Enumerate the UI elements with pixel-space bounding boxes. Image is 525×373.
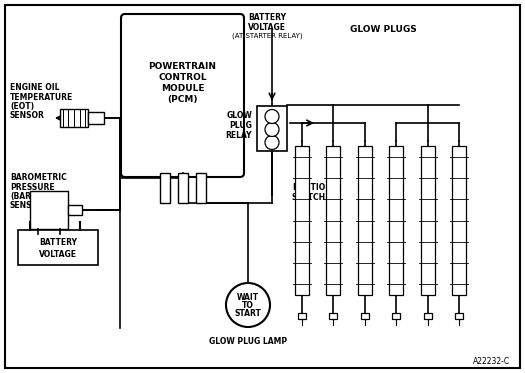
Circle shape <box>265 110 279 123</box>
Bar <box>392 313 401 319</box>
Text: START: START <box>235 310 261 319</box>
Text: TO: TO <box>242 301 254 310</box>
Circle shape <box>265 135 279 150</box>
Circle shape <box>265 122 279 137</box>
Bar <box>390 146 403 295</box>
Circle shape <box>226 283 270 327</box>
Bar <box>18 230 98 265</box>
Text: BATTERY: BATTERY <box>39 238 77 247</box>
FancyBboxPatch shape <box>121 14 244 177</box>
Bar <box>361 313 369 319</box>
Text: TEMPERATURE: TEMPERATURE <box>10 93 74 101</box>
Text: SENSOR: SENSOR <box>10 201 45 210</box>
Text: GLOW: GLOW <box>226 112 252 120</box>
Bar <box>358 146 372 295</box>
Text: SENSOR: SENSOR <box>10 110 45 119</box>
Text: (EOT): (EOT) <box>10 101 34 110</box>
Text: MODULE: MODULE <box>161 84 204 93</box>
Text: CONTROL: CONTROL <box>158 73 207 82</box>
Bar <box>68 205 82 215</box>
Bar <box>453 146 466 295</box>
Bar <box>327 146 340 295</box>
Text: VOLTAGE: VOLTAGE <box>39 250 77 259</box>
Text: WAIT: WAIT <box>237 294 259 303</box>
Text: PLUG: PLUG <box>229 122 252 131</box>
Bar <box>295 146 309 295</box>
Bar <box>30 191 68 229</box>
Text: BAROMETRIC: BAROMETRIC <box>10 173 67 182</box>
Text: GLOW PLUG LAMP: GLOW PLUG LAMP <box>209 337 287 346</box>
Text: (AT STARTER RELAY): (AT STARTER RELAY) <box>232 33 302 39</box>
Bar <box>257 106 287 150</box>
Bar <box>329 313 338 319</box>
Bar <box>160 173 170 203</box>
Text: A22232-C: A22232-C <box>473 357 510 366</box>
Bar <box>424 313 432 319</box>
Text: (BARO): (BARO) <box>10 191 41 201</box>
Text: VOLTAGE: VOLTAGE <box>248 22 286 31</box>
Text: SWITCH: SWITCH <box>292 192 326 201</box>
Bar <box>177 173 187 203</box>
Text: ENGINE OIL: ENGINE OIL <box>10 84 59 93</box>
Text: PRESSURE: PRESSURE <box>10 182 55 191</box>
Text: GLOW PLUGS: GLOW PLUGS <box>350 25 417 34</box>
Bar <box>60 109 88 127</box>
Bar <box>455 313 464 319</box>
Bar <box>195 173 205 203</box>
Text: POWERTRAIN: POWERTRAIN <box>149 62 216 71</box>
Text: IGNITION: IGNITION <box>292 182 332 191</box>
Text: (PCM): (PCM) <box>167 95 198 104</box>
Text: RELAY: RELAY <box>226 132 252 141</box>
Bar <box>421 146 435 295</box>
Bar <box>298 313 306 319</box>
Text: BATTERY: BATTERY <box>248 13 286 22</box>
Bar <box>88 112 104 124</box>
